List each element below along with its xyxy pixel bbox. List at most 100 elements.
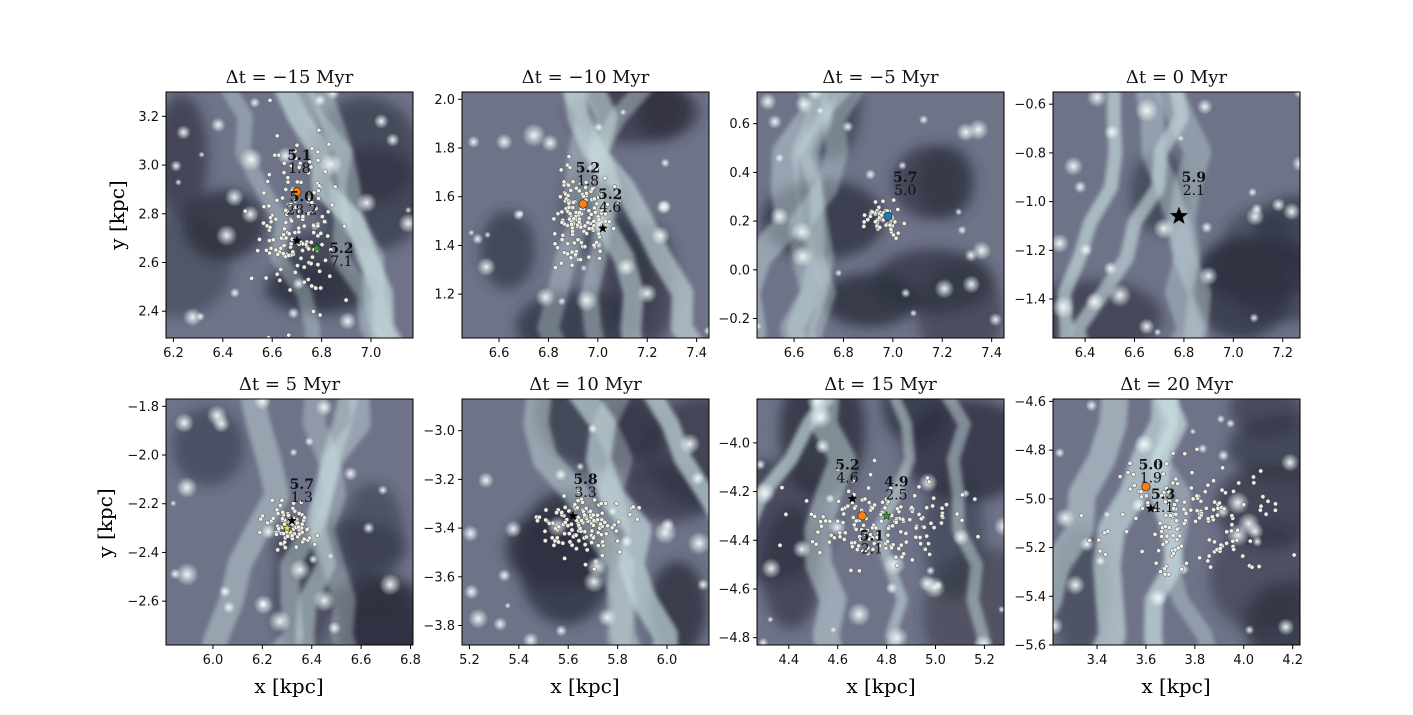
gas-clump (934, 278, 955, 299)
gas-clump (472, 233, 484, 245)
star-particle (875, 530, 881, 535)
star-particle (866, 485, 871, 491)
gas-clump (377, 484, 388, 496)
star-particle (1265, 498, 1271, 504)
star-particle (810, 539, 815, 545)
star-particle (1162, 566, 1167, 572)
star-particle (542, 538, 548, 544)
star-particle (616, 519, 622, 525)
panel-7: 5.24.6 4.92.55.12.14.4 4.6 4.8 5.0 5.2−4.8−4.… (718, 374, 1005, 668)
star-particle (888, 226, 894, 232)
star-particle (579, 518, 584, 523)
gas-filament (873, 399, 916, 645)
star-particle (567, 216, 572, 222)
star-particle (853, 527, 859, 532)
star-particle (537, 514, 542, 520)
star-particle (296, 229, 302, 235)
gas-clump (522, 632, 539, 645)
star-particle (570, 205, 576, 210)
x-tick-label: 5.8 (607, 653, 628, 668)
gas-clump (769, 206, 790, 227)
star-particle (305, 277, 311, 282)
gas-clump (653, 520, 678, 545)
star-particle (566, 182, 571, 188)
star-particle (972, 496, 978, 502)
star-particle (894, 506, 900, 512)
x-tick-label: 6.4 (301, 653, 322, 668)
star-particle (862, 531, 868, 537)
star-particle (586, 208, 592, 214)
star-particle (556, 524, 562, 530)
annotation-value: 1.8 (577, 173, 599, 189)
star-particle (853, 518, 859, 524)
y-tick-label: −3.4 (423, 522, 455, 537)
star-particle (311, 190, 317, 196)
gas-clump (1148, 589, 1167, 608)
star-particle (1224, 529, 1230, 535)
gas-clump (467, 135, 480, 149)
star-particle (865, 545, 871, 551)
star-particle (600, 539, 605, 544)
star-particle (1189, 485, 1194, 491)
gas-clump (495, 133, 513, 151)
star-particle (286, 332, 292, 338)
annotation-value: 2.5 (885, 488, 907, 504)
star-particle (1139, 494, 1144, 500)
star-particle (939, 513, 945, 519)
star-particle (326, 141, 332, 147)
star-particle (584, 231, 590, 236)
star-particle (567, 539, 573, 545)
star-particle (893, 554, 899, 560)
star-particle (925, 475, 930, 481)
star-particle (839, 506, 845, 512)
star-particle (868, 532, 873, 538)
gas-clump (1086, 92, 1108, 108)
y-tick-label: −3.2 (423, 473, 455, 488)
star-particle (924, 533, 930, 539)
star-particle (309, 283, 315, 289)
star-particle (852, 505, 857, 511)
star-particle (579, 240, 584, 245)
panel-5: 5.71.3 6.0 6.2 6.4 6.6 6.8 −2.6 −2.4 −2.2 −2.0 −1.… (127, 374, 420, 668)
gas-clumps (169, 399, 402, 635)
annotation-bold: 5.1 (860, 528, 884, 544)
star-particle (278, 541, 284, 547)
annotation-bold: 5.0 (1139, 458, 1164, 474)
star-particle (850, 515, 856, 520)
star-particle (603, 501, 609, 506)
star-particle (884, 496, 889, 502)
star-particle (913, 525, 919, 531)
gas-clump (757, 481, 776, 505)
x-tick-label: 6.8 (538, 346, 559, 361)
y-tick-label: −5.0 (1014, 492, 1046, 507)
gas-clump (1079, 243, 1093, 257)
annotation-value: 1.3 (291, 490, 313, 506)
gas-filament (644, 399, 709, 517)
gas-clump (758, 637, 769, 645)
gas-clump (1226, 491, 1250, 515)
star-particle (268, 245, 274, 251)
x-tick-label: 5.2 (974, 653, 995, 668)
star-particle (809, 511, 814, 517)
star-particle (558, 194, 563, 200)
star-particle (1263, 511, 1269, 517)
star-particle (316, 127, 322, 133)
star-particle (862, 212, 867, 218)
star-particle (308, 194, 314, 199)
gas-clump (760, 558, 782, 579)
gas-clump (325, 92, 341, 100)
cluster-star-marker (1169, 206, 1189, 225)
panel-title: Δt = 15 Myr (824, 374, 937, 395)
star-particle (286, 231, 292, 237)
panel-title: Δt = 0 Myr (1126, 67, 1228, 88)
cluster-center-marker (292, 187, 302, 197)
gas-clump (933, 580, 943, 591)
star-particle (921, 524, 927, 530)
x-tick-label: 4.4 (778, 653, 799, 668)
gas-clump (971, 241, 992, 261)
star-particle (1125, 470, 1131, 476)
x-tick-label: 6.2 (163, 346, 184, 361)
gas-clump (775, 153, 785, 163)
star-particle (1209, 514, 1215, 520)
y-tick-label: 3.2 (138, 110, 159, 125)
